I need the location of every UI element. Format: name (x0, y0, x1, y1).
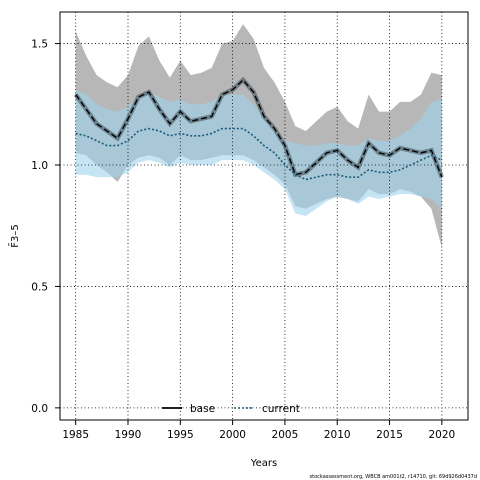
x-tick-label-2020: 2020 (428, 429, 455, 441)
line-base (75, 78, 443, 178)
y-tick-label-1.5: 1.5 (31, 39, 48, 51)
x-tick-label-2000: 2000 (219, 429, 246, 441)
x-tick-label-2005: 2005 (272, 429, 299, 441)
plot-frame (59, 11, 469, 421)
legend: base current (162, 403, 300, 415)
gridlines (60, 12, 468, 420)
y-axis: 0.0 0.5 1.0 1.5 (31, 39, 60, 415)
series-lines (73, 76, 444, 181)
confidence-bands (75, 24, 442, 248)
x-tick-label-1990: 1990 (115, 429, 142, 441)
legend-label-current: current (262, 403, 300, 415)
y-axis-title: F̄3–5 (8, 224, 21, 247)
x-tick-label-2015: 2015 (376, 429, 403, 441)
x-tick-label-1995: 1995 (167, 429, 194, 441)
x-tick-label-1985: 1985 (62, 429, 89, 441)
x-axis-title: Years (250, 458, 277, 469)
y-tick-label-0.5: 0.5 (31, 281, 48, 293)
x-axis: 1985 1990 1995 2000 2005 2010 2015 2020 (62, 420, 455, 441)
y-tick-label-1: 1.0 (31, 160, 48, 172)
y-tick-label-0: 0.0 (31, 403, 48, 415)
legend-label-base: base (190, 403, 215, 415)
footer-note: stockassessment.org, WBCB am001t2, r1471… (310, 474, 477, 480)
x-tick-label-2010: 2010 (324, 429, 351, 441)
